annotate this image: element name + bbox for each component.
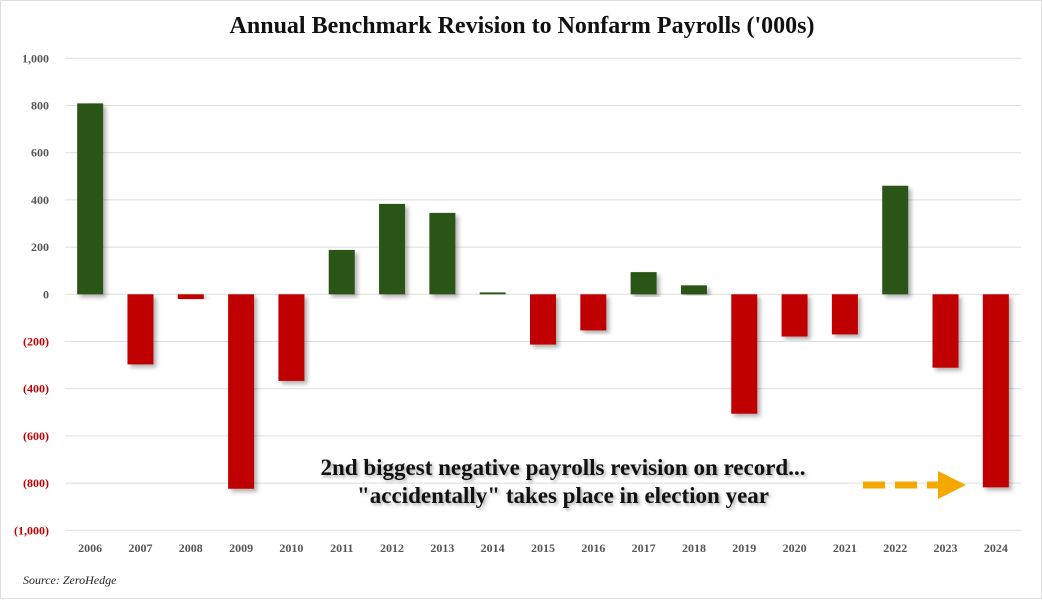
y-tick-label: (800) — [23, 476, 49, 490]
x-tick-label: 2023 — [934, 541, 958, 555]
x-tick-label: 2021 — [833, 541, 857, 555]
x-tick-label: 2011 — [330, 541, 353, 555]
y-tick-label: 400 — [31, 193, 49, 207]
bar — [781, 294, 808, 337]
bar — [831, 294, 858, 335]
x-tick-label: 2007 — [128, 541, 152, 555]
bar — [177, 294, 204, 300]
bar — [580, 294, 607, 331]
x-tick-label: 2006 — [78, 541, 102, 555]
y-tick-label: (400) — [23, 382, 49, 396]
annotation: 2nd biggest negative payrolls revision o… — [263, 454, 863, 510]
y-tick-label: 600 — [31, 146, 49, 160]
x-tick-label: 2013 — [430, 541, 454, 555]
bar — [932, 294, 959, 368]
bar — [77, 103, 104, 295]
y-tick-label: (600) — [23, 429, 49, 443]
x-tick-label: 2019 — [732, 541, 756, 555]
x-tick-label: 2017 — [632, 541, 656, 555]
y-tick-label: 0 — [43, 287, 49, 301]
bar — [429, 212, 456, 295]
bar — [228, 294, 255, 489]
bar — [379, 203, 406, 295]
x-tick-label: 2014 — [481, 541, 505, 555]
bar — [479, 292, 506, 295]
annotation-line-2: "accidentally" takes place in election y… — [357, 483, 769, 508]
x-tick-label: 2020 — [783, 541, 807, 555]
x-tick-label: 2008 — [179, 541, 203, 555]
bar — [278, 294, 305, 381]
bar — [127, 294, 154, 365]
bar — [982, 294, 1009, 488]
annotation-line-1: 2nd biggest negative payrolls revision o… — [320, 455, 806, 480]
x-tick-label: 2018 — [682, 541, 706, 555]
bar — [530, 294, 556, 345]
y-tick-label: 800 — [31, 99, 49, 113]
chart-title: Annual Benchmark Revision to Nonfarm Pay… — [229, 13, 815, 39]
x-tick-label: 2009 — [229, 541, 253, 555]
x-tick-label: 2022 — [883, 541, 907, 555]
y-tick-label: (200) — [23, 335, 49, 349]
bar — [731, 294, 758, 414]
bar — [328, 249, 355, 295]
y-tick-label: 200 — [31, 240, 49, 254]
bar — [680, 285, 707, 295]
bar — [630, 272, 657, 295]
x-tick-label: 2015 — [531, 541, 555, 555]
x-tick-label: 2016 — [581, 541, 605, 555]
x-tick-label: 2012 — [380, 541, 404, 555]
x-tick-label: 2010 — [279, 541, 303, 555]
y-tick-label: (1,000) — [14, 523, 49, 537]
y-tick-label: 1,000 — [22, 51, 49, 65]
x-tick-label: 2024 — [984, 541, 1008, 555]
bar — [882, 185, 909, 295]
source-note: Source: ZeroHedge — [23, 573, 117, 587]
